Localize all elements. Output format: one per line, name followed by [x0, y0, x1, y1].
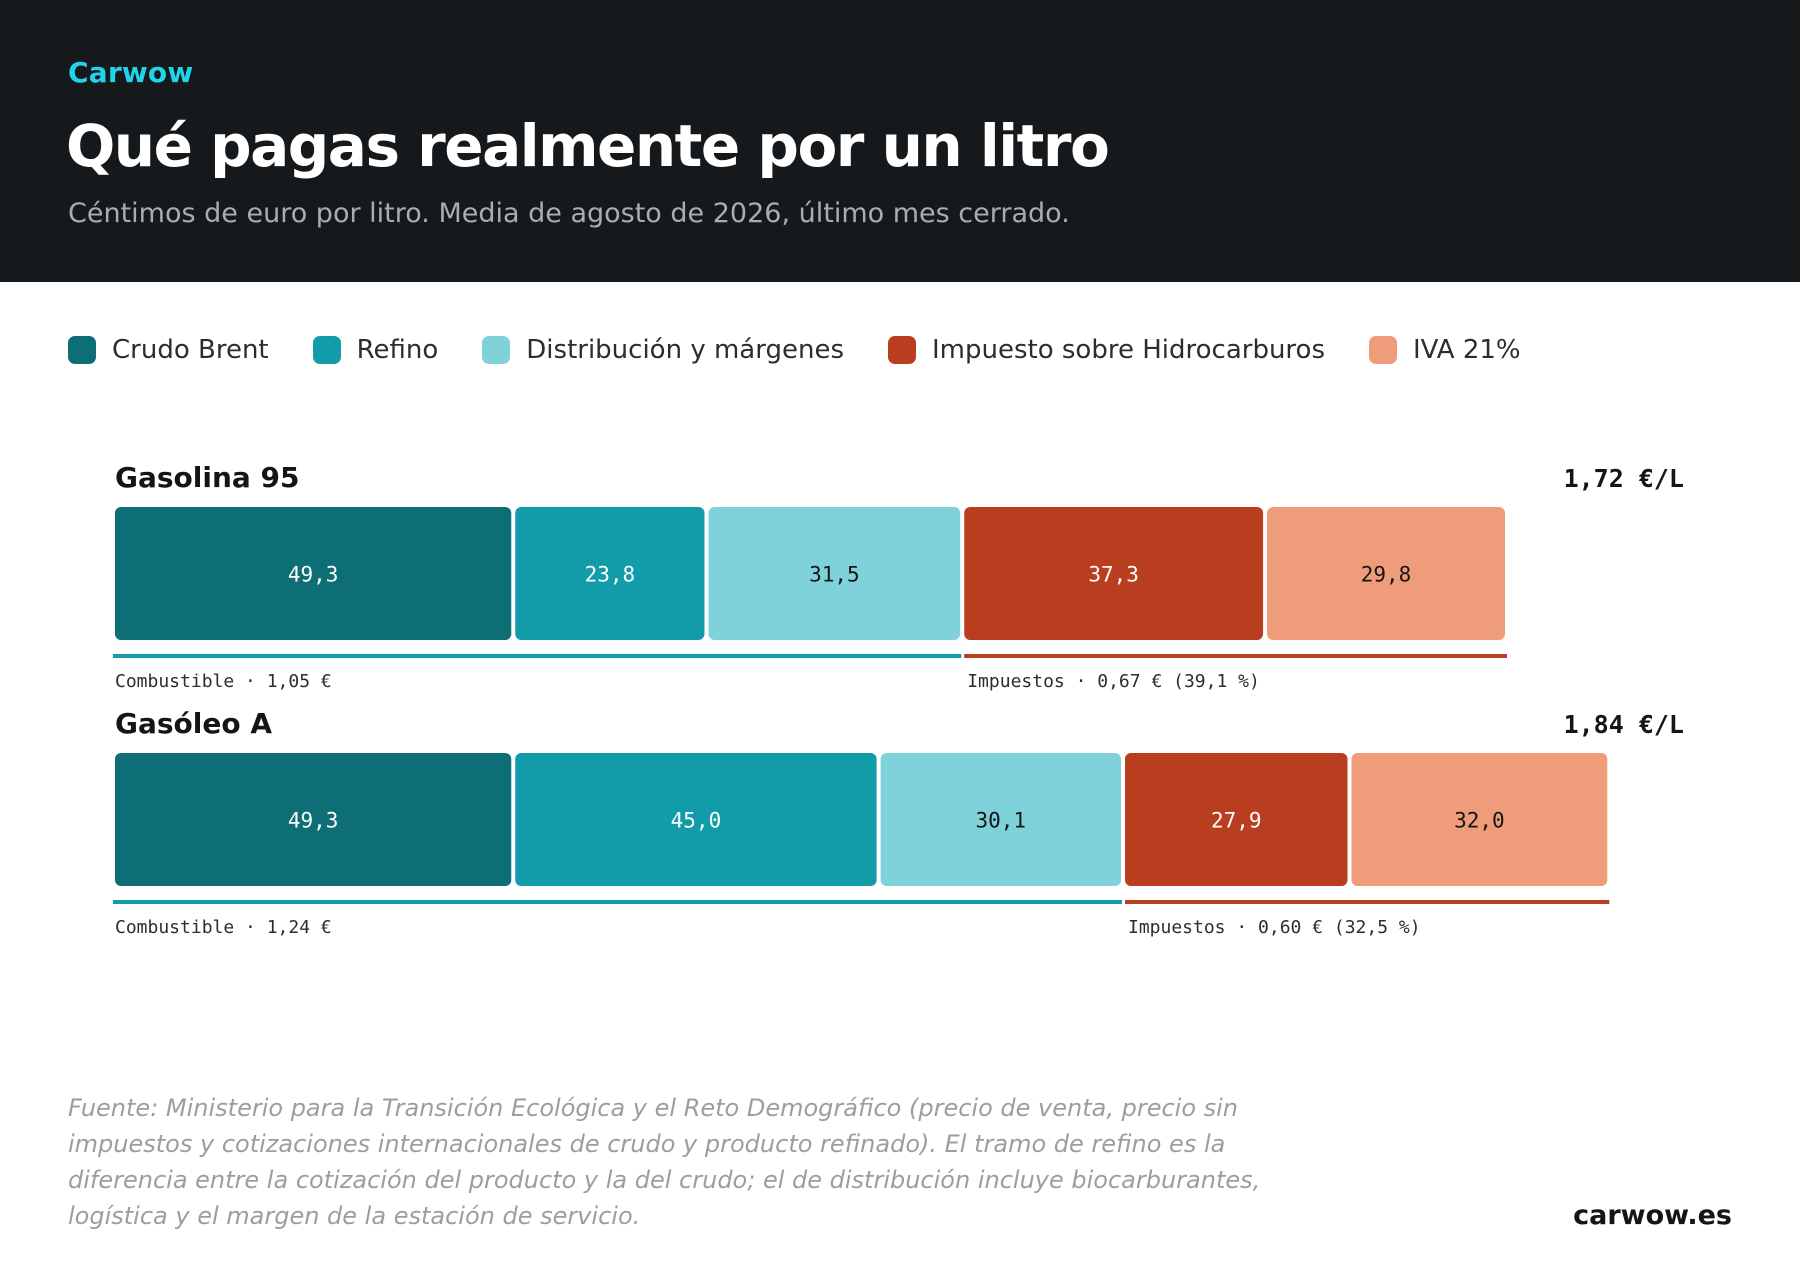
bar-value-label: 27,9 — [1211, 809, 1262, 833]
bar-segment-2 — [515, 507, 705, 640]
stacked-bar-chart: Gasolina 95 1,72 €/L 49,3 23,8 31,5 37,3 29,8 C… — [113, 461, 1684, 938]
bar-value-label: 49,3 — [288, 563, 339, 587]
bar-segment-2 — [515, 753, 877, 886]
source-note: Fuente: Ministerio para la Transición Ec… — [68, 1094, 1261, 1230]
site-url: carwow.es — [1573, 1200, 1732, 1231]
bar-segment-4 — [964, 507, 1264, 640]
fuel-group-label: Combustible · 1,24 € — [115, 917, 332, 938]
page-subtitle: Céntimos de euro por litro. Media de ago… — [68, 198, 1070, 229]
legend-swatch — [888, 336, 916, 364]
bar-category-label: Gasóleo A — [115, 707, 272, 740]
bar-value-label: 29,8 — [1361, 563, 1412, 587]
bar-value-label: 30,1 — [976, 809, 1027, 833]
legend-swatch — [68, 336, 96, 364]
bar-total-label: 1,72 €/L — [1564, 464, 1684, 493]
fuel-group-label: Combustible · 1,05 € — [115, 671, 332, 692]
page-title: Qué pagas realmente por un litro — [66, 112, 1110, 180]
bar-segment-3 — [708, 507, 961, 640]
legend-swatch — [312, 336, 341, 364]
bar-segment-1 — [115, 753, 512, 886]
bar-segment-5 — [1351, 753, 1608, 886]
legend-swatch — [482, 336, 511, 364]
legend-item-crudo-brent: Crudo Brent — [68, 335, 269, 365]
brand-logo: Carwow — [68, 56, 194, 89]
legend-label: IVA 21% — [1413, 335, 1521, 365]
legend-item-distribucion: Distribución y márgenes — [482, 335, 844, 365]
bar-value-label: 32,0 — [1454, 809, 1505, 833]
bar-value-label: 37,3 — [1088, 563, 1139, 587]
bar-segment-4 — [1124, 753, 1348, 886]
bar-segment-1 — [115, 507, 512, 640]
bar-total-label: 1,84 €/L — [1564, 710, 1684, 739]
bar-value-label: 45,0 — [671, 809, 722, 833]
legend-label: Refino — [356, 335, 439, 365]
bar-value-label: 23,8 — [585, 563, 636, 587]
legend-item-iva: IVA 21% — [1369, 335, 1521, 365]
legend-label: Impuesto sobre Hidrocarburos — [932, 335, 1325, 365]
bar-category-label: Gasolina 95 — [115, 461, 300, 494]
tax-group-label: Impuestos · 0,67 € (39,1 %) — [967, 671, 1260, 692]
legend-swatch — [1369, 336, 1397, 364]
bar-value-label: 31,5 — [809, 563, 860, 587]
bar-segment-5 — [1267, 507, 1506, 640]
tax-group-label: Impuestos · 0,60 € (32,5 %) — [1128, 917, 1421, 938]
header: Carwow Qué pagas realmente por un litro … — [0, 0, 1800, 282]
legend-label: Crudo Brent — [112, 335, 269, 365]
legend-item-refino: Refino — [312, 335, 439, 365]
legend-item-impuesto-hidrocarburos: Impuesto sobre Hidrocarburos — [888, 335, 1325, 365]
bar-value-label: 49,3 — [288, 809, 339, 833]
legend: Crudo Brent Refino Distribución y márgen… — [68, 330, 1565, 370]
bar-segment-3 — [880, 753, 1121, 886]
legend-label: Distribución y márgenes — [526, 335, 844, 365]
